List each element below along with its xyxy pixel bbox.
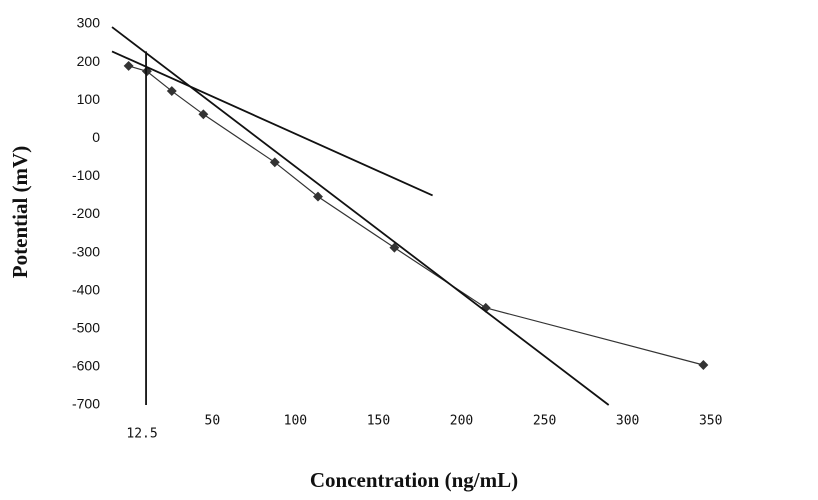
y-tick-label: 200 (77, 53, 101, 69)
point (166, 86, 177, 97)
y-tick-label: -200 (72, 205, 100, 221)
x-tick-label: 50 (205, 414, 221, 429)
x-tick-label: 12.5 (126, 427, 157, 442)
x-tick-label: 350 (699, 414, 722, 429)
y-axis-label: Potential (mV) (8, 146, 32, 278)
x-tick-label: 200 (450, 414, 473, 429)
y-tick-label: 100 (77, 91, 101, 107)
y-tick-label: -600 (72, 358, 100, 374)
x-tick-label: 300 (616, 414, 639, 429)
point (698, 360, 709, 370)
y-tick-label: -500 (72, 320, 100, 336)
x-axis-label: Concentration (ng/mL) (310, 468, 518, 492)
point (313, 191, 323, 202)
x-tick-label: 250 (533, 414, 556, 429)
y-tick-label: 0 (92, 129, 100, 145)
y-tick-label: -300 (72, 243, 100, 259)
point (389, 242, 400, 253)
y-tick-label: -400 (72, 281, 100, 297)
line (111, 26, 610, 406)
point (123, 60, 134, 71)
point (269, 157, 280, 168)
y-tick-label: 300 (77, 15, 101, 31)
line (128, 65, 704, 366)
point (198, 109, 209, 120)
y-tick-label: -100 (72, 167, 100, 183)
x-tick-label: 100 (284, 414, 307, 429)
y-tick-label: -700 (72, 396, 100, 412)
line (111, 50, 433, 197)
x-tick-label: 150 (367, 414, 390, 429)
